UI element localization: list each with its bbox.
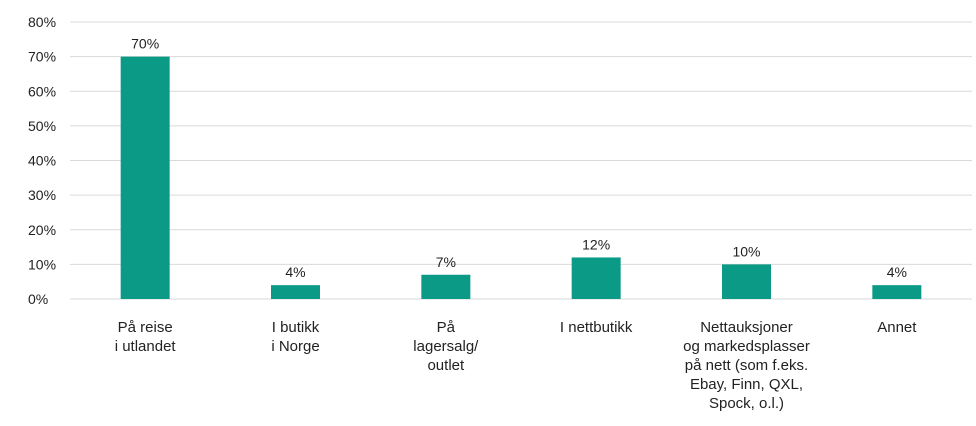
data-labels: 70% 4% 7% 12% 10% 4%: [131, 36, 907, 281]
y-tick-label: 20%: [28, 222, 56, 238]
bar: [872, 285, 922, 299]
x-tick-label-line: Spock, o.l.): [709, 395, 784, 412]
y-tick-label: 70%: [28, 49, 56, 65]
x-tick-label-line: På reise: [118, 319, 173, 336]
x-axis-categories: På reise i utlandet I butikk i Norge På lager…: [115, 319, 918, 412]
y-tick-label: 10%: [28, 256, 56, 272]
bars: [120, 56, 922, 299]
x-tick-label-line: på nett (som f.eks.: [685, 357, 808, 374]
x-tick-label: I nettbutikk: [560, 319, 633, 336]
data-label: 4%: [285, 264, 305, 280]
bar: [421, 274, 471, 299]
y-tick-label: 60%: [28, 83, 56, 99]
bar: [271, 285, 320, 299]
x-tick-label-line: I butikk: [272, 319, 320, 336]
x-tick-label-line: i Norge: [271, 338, 319, 355]
data-label: 12%: [582, 236, 610, 252]
x-tick-label: På lagersalg/outlet: [413, 319, 479, 374]
x-tick-label-line: Annet: [877, 319, 917, 336]
y-tick-label: 50%: [28, 118, 56, 134]
y-axis-ticks: 0% 10% 20% 30% 40% 50% 60% 70% 80%: [28, 14, 56, 307]
y-tick-label: 40%: [28, 153, 56, 169]
x-tick-label-line: outlet: [427, 357, 465, 374]
data-label: 4%: [887, 264, 907, 280]
x-tick-label: Annet: [877, 319, 917, 336]
y-tick-label: 80%: [28, 14, 56, 30]
x-tick-label: Nettauksjoner og markedsplasser på nett (s…: [683, 319, 810, 412]
gridlines: [70, 21, 972, 300]
x-tick-label-line: og markedsplasser: [683, 338, 810, 355]
x-tick-label-line: I nettbutikk: [560, 319, 633, 336]
x-tick-label-line: lagersalg/: [413, 338, 479, 355]
y-tick-label: 30%: [28, 187, 56, 203]
x-tick-label-line: i utlandet: [115, 338, 177, 355]
x-tick-label-line: På: [437, 319, 456, 336]
bar: [120, 56, 170, 299]
x-tick-label: På reise i utlandet: [115, 319, 177, 355]
bar: [571, 257, 621, 299]
x-tick-label-line: Nettauksjoner: [700, 319, 793, 336]
x-tick-label: I butikk i Norge: [271, 319, 319, 355]
bar: [722, 264, 771, 299]
data-label: 7%: [436, 254, 456, 270]
data-label: 10%: [732, 243, 760, 259]
data-label: 70%: [131, 36, 159, 52]
y-tick-label: 0%: [28, 291, 48, 307]
x-tick-label-line: Ebay, Finn, QXL,: [690, 376, 803, 393]
